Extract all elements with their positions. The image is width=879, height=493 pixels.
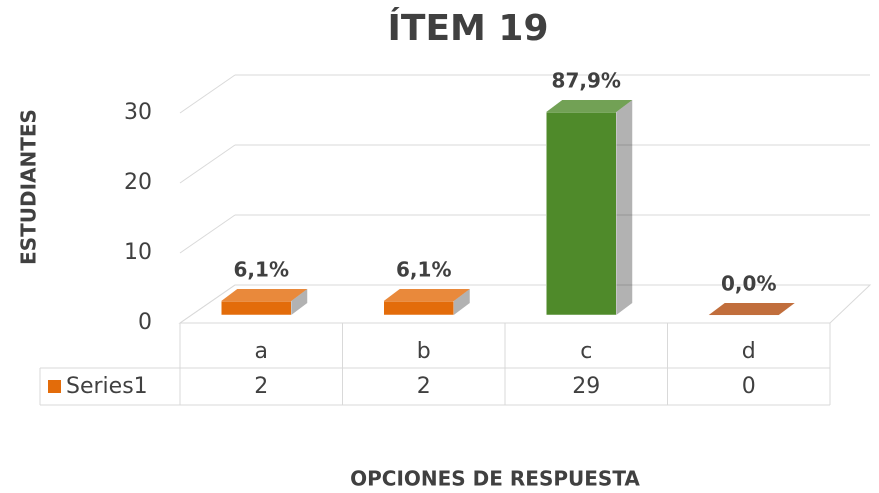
category-label: c (580, 339, 592, 364)
table-value: 29 (572, 374, 600, 399)
category-label: a (255, 339, 268, 364)
bar-side (453, 289, 470, 315)
category-label: d (742, 339, 756, 364)
grid-line (179, 74, 236, 114)
y-tick-label: 30 (124, 100, 152, 125)
y-tick-label: 10 (124, 240, 152, 265)
data-label: 87,9% (552, 69, 621, 93)
bar (546, 111, 617, 316)
category-label: b (417, 339, 431, 364)
y-tick-label: 20 (124, 170, 152, 195)
bar-top (546, 100, 633, 112)
chart-title: ÍTEM 19 (388, 7, 549, 49)
x-axis-title: OPCIONES DE RESPUESTA (350, 467, 640, 491)
table-value: 0 (742, 374, 756, 399)
bar-top (383, 289, 470, 301)
grid-line (179, 214, 236, 254)
bar-side (616, 100, 633, 315)
y-axis-title: ESTUDIANTES (17, 109, 41, 265)
table-value: 2 (254, 374, 268, 399)
legend-swatch (48, 380, 61, 393)
floor (178, 284, 872, 324)
bar-side (291, 289, 308, 315)
y-tick-label: 0 (138, 310, 152, 335)
bar-top (708, 303, 795, 315)
bar (221, 300, 292, 316)
data-label: 6,1% (396, 258, 451, 282)
table-value: 2 (417, 374, 431, 399)
data-label: 6,1% (234, 258, 289, 282)
data-label: 0,0% (721, 272, 776, 296)
legend-label: Series1 (66, 374, 148, 399)
bar-top (221, 289, 308, 301)
bar (383, 300, 454, 316)
grid-line (179, 144, 236, 184)
